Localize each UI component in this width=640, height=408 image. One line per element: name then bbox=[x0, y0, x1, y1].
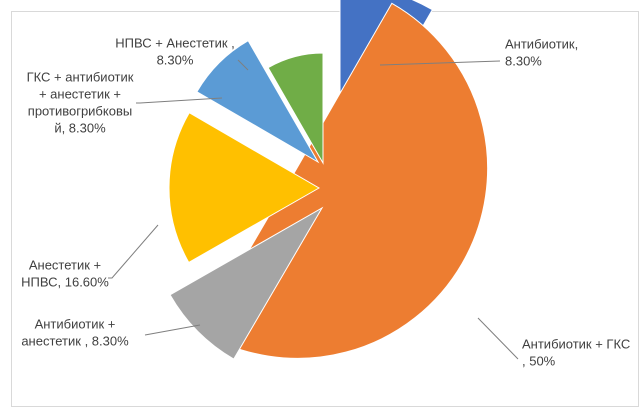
slice-anesthetic-nsaid bbox=[168, 112, 321, 264]
data-label-2-line-2: , 50% bbox=[522, 354, 556, 369]
data-label-5: ГКС + антибиотик + анестетик + противогриб… bbox=[27, 70, 134, 136]
data-label-4: Анестетик + НПВС, 16.60% bbox=[21, 258, 109, 290]
leader-line-4 bbox=[108, 224, 159, 279]
leader-line-5 bbox=[136, 97, 223, 104]
data-label-5-line-3: противогрибковы bbox=[28, 104, 132, 119]
data-label-1: Антибиотик, 8.30% bbox=[505, 37, 578, 69]
leader-line-1 bbox=[379, 60, 501, 66]
data-label-6: НПВС + Анестетик , 8.30% bbox=[115, 36, 235, 68]
data-label-2-line-1: Антибиотик + ГКС bbox=[522, 337, 630, 352]
leader-line-6 bbox=[237, 59, 249, 71]
slice-combo-four bbox=[196, 39, 320, 164]
slice-nsaid-anesthetic bbox=[267, 52, 324, 165]
data-label-5-line-4: й, 8.30% bbox=[54, 121, 106, 136]
data-label-4-line-1: Анестетик + bbox=[29, 258, 101, 273]
data-label-3-line-1: Антибиотик + bbox=[35, 317, 116, 332]
data-label-5-line-2: + анестетик + bbox=[39, 87, 121, 102]
slice-antibiotic-anesthetic bbox=[169, 206, 324, 360]
data-label-6-line-2: 8.30% bbox=[157, 53, 194, 68]
data-label-1-line-1: Антибиотик, bbox=[505, 37, 578, 52]
leader-line-2 bbox=[477, 317, 519, 360]
data-label-2: Антибиотик + ГКС , 50% bbox=[522, 337, 630, 369]
data-label-3-line-2: анестетик , 8.30% bbox=[21, 334, 129, 349]
data-label-6-line-1: НПВС + Анестетик , bbox=[115, 36, 235, 51]
data-label-5-line-1: ГКС + антибиотик bbox=[27, 70, 134, 85]
data-label-3: Антибиотик + анестетик , 8.30% bbox=[21, 317, 129, 349]
data-label-1-line-2: 8.30% bbox=[505, 54, 542, 69]
data-label-4-line-2: НПВС, 16.60% bbox=[21, 275, 109, 290]
leader-line-3 bbox=[144, 324, 201, 336]
